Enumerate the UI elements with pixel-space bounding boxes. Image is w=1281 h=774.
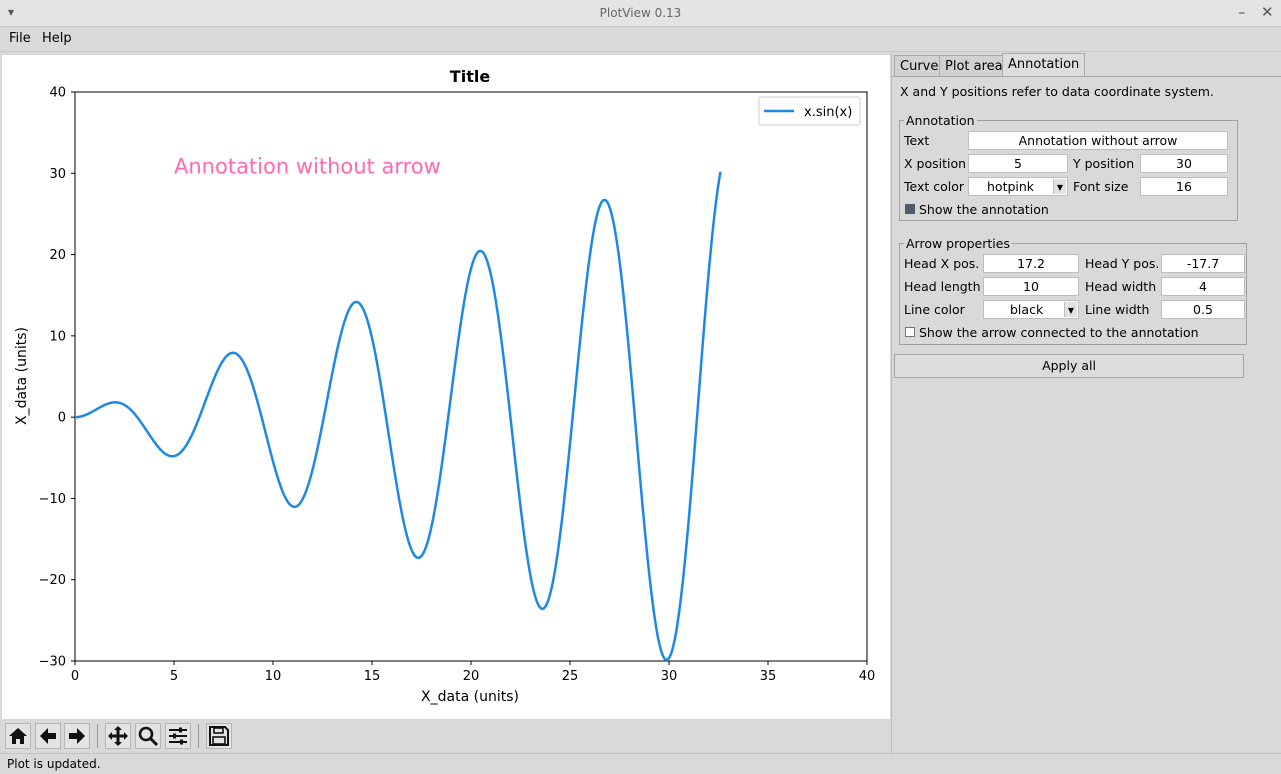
text-color-label: Text color [904,179,965,194]
legend-label: x.sin(x) [804,105,852,120]
line-width-label: Line width [1085,302,1150,317]
save-button[interactable] [206,723,232,749]
legend-box [758,96,861,126]
y-position-input[interactable]: 30 [1140,154,1228,173]
tab-plot-area[interactable]: Plot area [939,55,1009,76]
show-arrow-checkbox[interactable] [905,327,915,337]
x-axis-label: X_data (units) [421,689,519,705]
move-icon [108,726,128,746]
plot-toolbar [0,719,891,753]
title-bar: ▾ PlotView 0.13 – ✕ [0,0,1281,27]
x-tick-label: 25 [562,669,579,684]
x-tick-label: 30 [661,669,678,684]
head-y-label: Head Y pos. [1085,256,1160,271]
arrow-group-title: Arrow properties [904,236,1012,251]
toolbar-separator [198,724,199,748]
chart: Title 0 5 10 15 20 25 30 35 40 −30 −20 −10 0 10 20 30 4… [14,67,876,705]
y-tick-label: −30 [39,655,66,670]
show-arrow-label: Show the arrow connected to the annotati… [919,325,1199,340]
x-tick-label: 35 [760,669,777,684]
tab-curve[interactable]: Curve [894,55,945,76]
status-bar: Plot is updated. [0,753,1281,774]
chevron-down-icon[interactable]: ▼ [1064,302,1077,317]
chevron-down-icon[interactable]: ▼ [1053,179,1066,194]
arrow-properties-group: Arrow properties Head X pos. 17.2 Head Y… [899,236,1247,345]
y-position-label: Y position [1073,156,1135,171]
head-x-label: Head X pos. [904,256,980,271]
head-x-input[interactable]: 17.2 [983,254,1079,273]
chart-title: Title [450,67,491,86]
window-title: PlotView 0.13 [599,6,682,20]
y-tick-label: 40 [49,86,66,101]
head-width-input[interactable]: 4 [1161,277,1245,296]
y-tick-label: 0 [58,411,66,426]
x-tick-label: 10 [265,669,282,684]
arrow-right-icon [69,728,85,744]
x-position-label: X position [904,156,967,171]
home-icon [9,728,27,744]
x-tick-label: 15 [364,669,381,684]
head-length-input[interactable]: 10 [983,277,1079,296]
x-position-input[interactable]: 5 [968,154,1068,173]
apply-all-button[interactable]: Apply all [894,354,1244,378]
y-axis-label: X_data (units) [14,327,30,425]
status-text: Plot is updated. [7,757,101,771]
show-annotation-label: Show the annotation [919,202,1049,217]
plot-canvas[interactable]: Title 0 5 10 15 20 25 30 35 40 −30 −20 −10 0 10 20 30 4… [2,55,890,719]
annotation-group: Annotation Text Annotation without arrow… [899,113,1238,221]
x-tick-label: 5 [170,669,178,684]
toolbar-separator [97,724,98,748]
arrow-left-icon [40,728,56,744]
sliders-icon [169,727,187,745]
text-color-value: hotpink [987,179,1035,194]
font-size-label: Font size [1073,179,1129,194]
y-tick-label: 20 [49,248,66,263]
x-tick-label: 20 [463,669,480,684]
tab-annotation[interactable]: Annotation [1002,53,1086,76]
back-button[interactable] [35,723,61,749]
tab-divider [892,76,1281,77]
annotation-text-input[interactable]: Annotation without arrow [968,131,1228,150]
annotation-group-title: Annotation [904,113,977,128]
head-length-label: Head length [904,279,981,294]
menu-file[interactable]: File [9,31,31,46]
coordinate-note: X and Y positions refer to data coordina… [900,84,1214,99]
minimize-icon[interactable]: – [1238,3,1246,21]
line-color-select[interactable]: black ▼ [983,300,1079,319]
show-annotation-checkbox[interactable] [905,204,915,214]
close-icon[interactable]: ✕ [1261,3,1274,21]
series-line-x-sin-x [74,171,722,662]
window-menu-icon[interactable]: ▾ [8,5,15,19]
y-tick-label: −20 [39,573,66,588]
forward-button[interactable] [64,723,90,749]
menu-help[interactable]: Help [42,31,72,46]
x-tick-label: 40 [859,669,876,684]
head-width-label: Head width [1085,279,1157,294]
zoom-button[interactable] [135,723,161,749]
y-tick-label: 30 [49,167,66,182]
legend: x.sin(x) [758,96,861,126]
y-tick-label: −10 [39,492,66,507]
chart-annotation: Annotation without arrow [174,154,441,178]
line-width-input[interactable]: 0.5 [1161,300,1245,319]
text-color-select[interactable]: hotpink ▼ [968,177,1068,196]
line-color-value: black [1010,302,1044,317]
head-y-input[interactable]: -17.7 [1161,254,1245,273]
menu-bar: File Help [0,27,1281,52]
pan-button[interactable] [105,723,131,749]
magnifier-icon [138,726,159,747]
text-label: Text [904,133,930,148]
font-size-input[interactable]: 16 [1140,177,1228,196]
line-color-label: Line color [904,302,965,317]
y-tick-label: 10 [49,329,66,344]
configure-button[interactable] [165,723,191,749]
home-button[interactable] [5,723,31,749]
save-icon [209,726,229,746]
settings-panel: Curve Plot area Annotation X and Y posit… [891,53,1281,753]
x-tick-label: 0 [71,669,79,684]
